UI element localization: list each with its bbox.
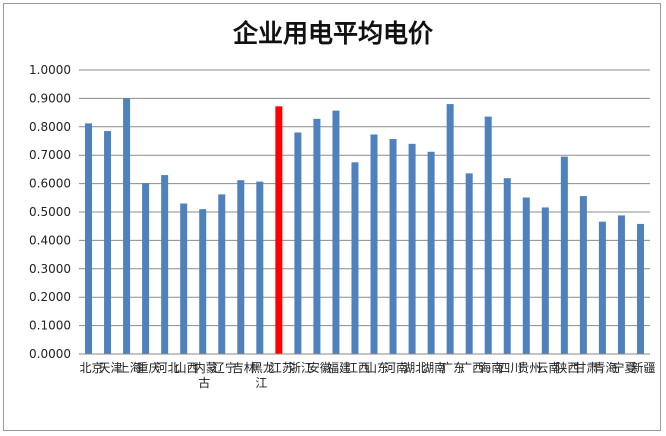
y-tick-label: 0.4000 <box>29 233 71 247</box>
x-tick-label: 云南 <box>536 360 560 375</box>
bar-山东 <box>370 134 378 354</box>
x-tick-label: 宁夏 <box>612 360 636 375</box>
y-tick-label: 0.2000 <box>29 290 71 304</box>
y-axis-ticks: 0.0000 0.1000 0.2000 0.3000 0.4000 0.5000 0.60… <box>29 63 71 361</box>
y-tick-label: 0.8000 <box>29 120 71 134</box>
x-axis-labels: 北京天津上海重庆河北山西内蒙古辽宁吉林黑龙江江苏浙江安徽福建江西山东河南湖北湖南… <box>80 360 656 390</box>
x-tick-label: 辽宁 <box>213 360 237 375</box>
bar-新疆 <box>636 223 644 354</box>
bar-上海 <box>123 98 131 355</box>
bar-北京 <box>85 123 93 354</box>
x-tick-label: 福建 <box>327 360 351 375</box>
bar-天津 <box>104 131 112 354</box>
bar-辽宁 <box>218 194 226 354</box>
x-tick-label: 海南 <box>479 360 503 375</box>
x-tick-label: 新疆 <box>631 360 655 375</box>
y-tick-label: 0.9000 <box>29 91 71 105</box>
bar-黑龙江 <box>256 181 264 354</box>
bar-内蒙古 <box>199 209 207 354</box>
bar-重庆 <box>142 183 150 354</box>
bar-湖南 <box>427 151 435 354</box>
gridlines <box>79 69 650 355</box>
x-tick-label: 重庆 <box>137 361 161 375</box>
y-tick-label: 1.0000 <box>29 63 71 77</box>
bar-河南 <box>389 139 397 354</box>
bar-江苏 <box>275 106 283 355</box>
x-tick-label: 上海 <box>118 360 142 375</box>
bar-江西 <box>351 162 359 354</box>
x-tick-label: 吉林 <box>232 361 256 375</box>
x-tick-label: 北京 <box>80 361 104 375</box>
y-tick-label: 0.3000 <box>29 262 71 276</box>
bar-贵州 <box>522 197 530 354</box>
bar-湖北 <box>408 143 416 354</box>
y-tick-label: 0.5000 <box>29 205 71 219</box>
x-tick-label: 安徽 <box>308 360 332 375</box>
y-tick-label: 0.7000 <box>29 148 71 162</box>
bars <box>85 98 644 355</box>
x-tick-label: 山西 <box>175 361 199 375</box>
x-tick-label: 河南 <box>384 360 408 375</box>
x-tick-label: 浙江 <box>289 361 313 375</box>
bar-河北 <box>161 175 169 354</box>
x-tick-label: 天津 <box>99 361 123 375</box>
bar-福建 <box>332 110 340 354</box>
x-tick-label: 湖北 <box>403 360 427 375</box>
chart-frame <box>3 3 661 431</box>
x-tick-label: 江苏 <box>270 361 294 375</box>
y-tick-label: 0.0000 <box>29 347 71 361</box>
x-tick-label: 广西 <box>460 361 484 375</box>
bar-海南 <box>484 116 492 355</box>
x-tick-label: 甘肃 <box>574 361 598 375</box>
bar-云南 <box>541 207 549 354</box>
x-tick-label: 青海 <box>593 360 617 375</box>
bar-广东 <box>446 104 454 354</box>
y-tick-label: 0.1000 <box>29 319 71 333</box>
bar-浙江 <box>294 132 302 354</box>
bar-陕西 <box>560 156 568 354</box>
bar-青海 <box>598 221 606 354</box>
x-tick-label: 江西 <box>346 361 370 375</box>
x-tick-label: 贵州 <box>517 361 541 375</box>
bar-宁夏 <box>617 215 625 354</box>
x-tick-label: 黑龙江 <box>251 361 275 390</box>
x-tick-label: 陕西 <box>555 360 579 375</box>
x-tick-label: 广东 <box>441 361 465 375</box>
bar-甘肃 <box>579 196 587 354</box>
x-tick-label: 四川 <box>498 361 522 375</box>
bar-四川 <box>503 178 511 354</box>
x-tick-label: 山东 <box>365 361 389 375</box>
chart-title: 企业用电平均电价 <box>232 19 433 48</box>
y-tick-label: 0.6000 <box>29 177 71 191</box>
bar-广西 <box>465 173 473 354</box>
bar-安徽 <box>313 118 321 355</box>
bar-吉林 <box>237 180 245 354</box>
bar-山西 <box>180 203 188 354</box>
x-tick-label: 内蒙古 <box>194 361 218 390</box>
x-tick-label: 湖南 <box>422 360 446 375</box>
x-tick-label: 河北 <box>156 361 180 375</box>
